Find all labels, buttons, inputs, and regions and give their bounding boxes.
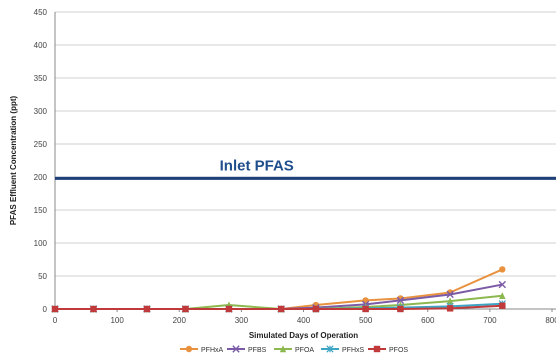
legend-label-pfbs: PFBS	[248, 347, 267, 354]
data-point-pfos	[446, 305, 454, 312]
data-point-pfoa	[446, 297, 454, 305]
data-point-pfos	[499, 302, 506, 309]
data-series	[51, 266, 506, 313]
y-tick-label: 150	[34, 206, 48, 215]
gridlines	[55, 11, 556, 277]
data-point-pfos	[182, 305, 189, 313]
x-tick-label: 700	[483, 316, 497, 325]
data-point-pfbs	[446, 290, 454, 299]
legend-label-pfos: PFOS	[389, 347, 408, 354]
y-tick-label: 100	[34, 239, 48, 248]
data-point-pfos	[312, 305, 320, 313]
series-pfhxa	[51, 266, 506, 313]
legend-marker-pfbs	[232, 345, 240, 353]
x-tick-label: 300	[235, 316, 249, 325]
legend-item-pfoa: PFOA	[274, 345, 314, 354]
legend-label-pfhxa: PFHxA	[201, 347, 224, 354]
y-tick-label: 400	[34, 41, 48, 50]
data-point-pfoa	[499, 292, 506, 299]
x-axis-title: Simulated Days of Operation	[249, 331, 358, 340]
x-tick-label: 400	[297, 316, 311, 325]
y-tick-label: 0	[43, 305, 48, 314]
x-tick-label: 500	[359, 316, 373, 325]
legend-item-pfhxs: PFHxS	[321, 345, 365, 354]
x-tick-label: 800	[545, 316, 556, 325]
data-point-pfbs	[396, 296, 405, 305]
y-tick-label: 250	[34, 140, 48, 149]
data-point-pfos	[397, 305, 404, 313]
data-point-pfbs	[498, 280, 506, 289]
series-line-pfbs	[55, 283, 503, 310]
legend-marker-pfhxa	[185, 345, 193, 353]
y-tick-label: 300	[34, 107, 48, 116]
data-point-pfhxa	[499, 266, 506, 273]
legend-marker-pfhxs	[326, 345, 334, 353]
legend-item-pfhxa: PFHxA	[180, 345, 224, 354]
data-point-pfos	[143, 305, 151, 313]
inlet-pfas-annotation: Inlet PFAS	[220, 157, 294, 174]
axis-labels: 0 50 100 150 200 250 300 350 400 450 0 100 200 300 400…	[9, 8, 556, 340]
legend-marker-pfos	[373, 345, 381, 353]
data-point-pfos	[362, 305, 369, 313]
series-pfos	[51, 302, 506, 313]
legend-item-pfos: PFOS	[368, 345, 408, 354]
data-point-pfos	[277, 305, 285, 313]
legend-label-pfoa: PFOA	[295, 347, 314, 354]
data-point-pfos	[51, 305, 59, 313]
y-tick-label: 350	[34, 74, 48, 83]
x-tick-label: 200	[173, 316, 187, 325]
legend-label-pfhxs: PFHxS	[342, 347, 365, 354]
legend-item-pfbs: PFBS	[227, 345, 267, 354]
legend-marker-pfoa	[279, 345, 287, 353]
y-axis-title: PFAS Effluent Concentration (ppt)	[9, 96, 18, 226]
legend: PFHxA PFBS PFOA PFHxS PFOS	[180, 345, 408, 354]
data-point-pfos	[225, 305, 233, 313]
x-tick-label: 600	[421, 316, 435, 325]
y-tick-label: 50	[38, 272, 47, 281]
x-tick-label: 100	[110, 316, 124, 325]
x-tick-label: 0	[53, 316, 58, 325]
data-point-pfos	[90, 305, 97, 313]
axes	[54, 12, 556, 312]
y-tick-label: 450	[34, 8, 48, 17]
y-tick-label: 200	[34, 173, 48, 182]
